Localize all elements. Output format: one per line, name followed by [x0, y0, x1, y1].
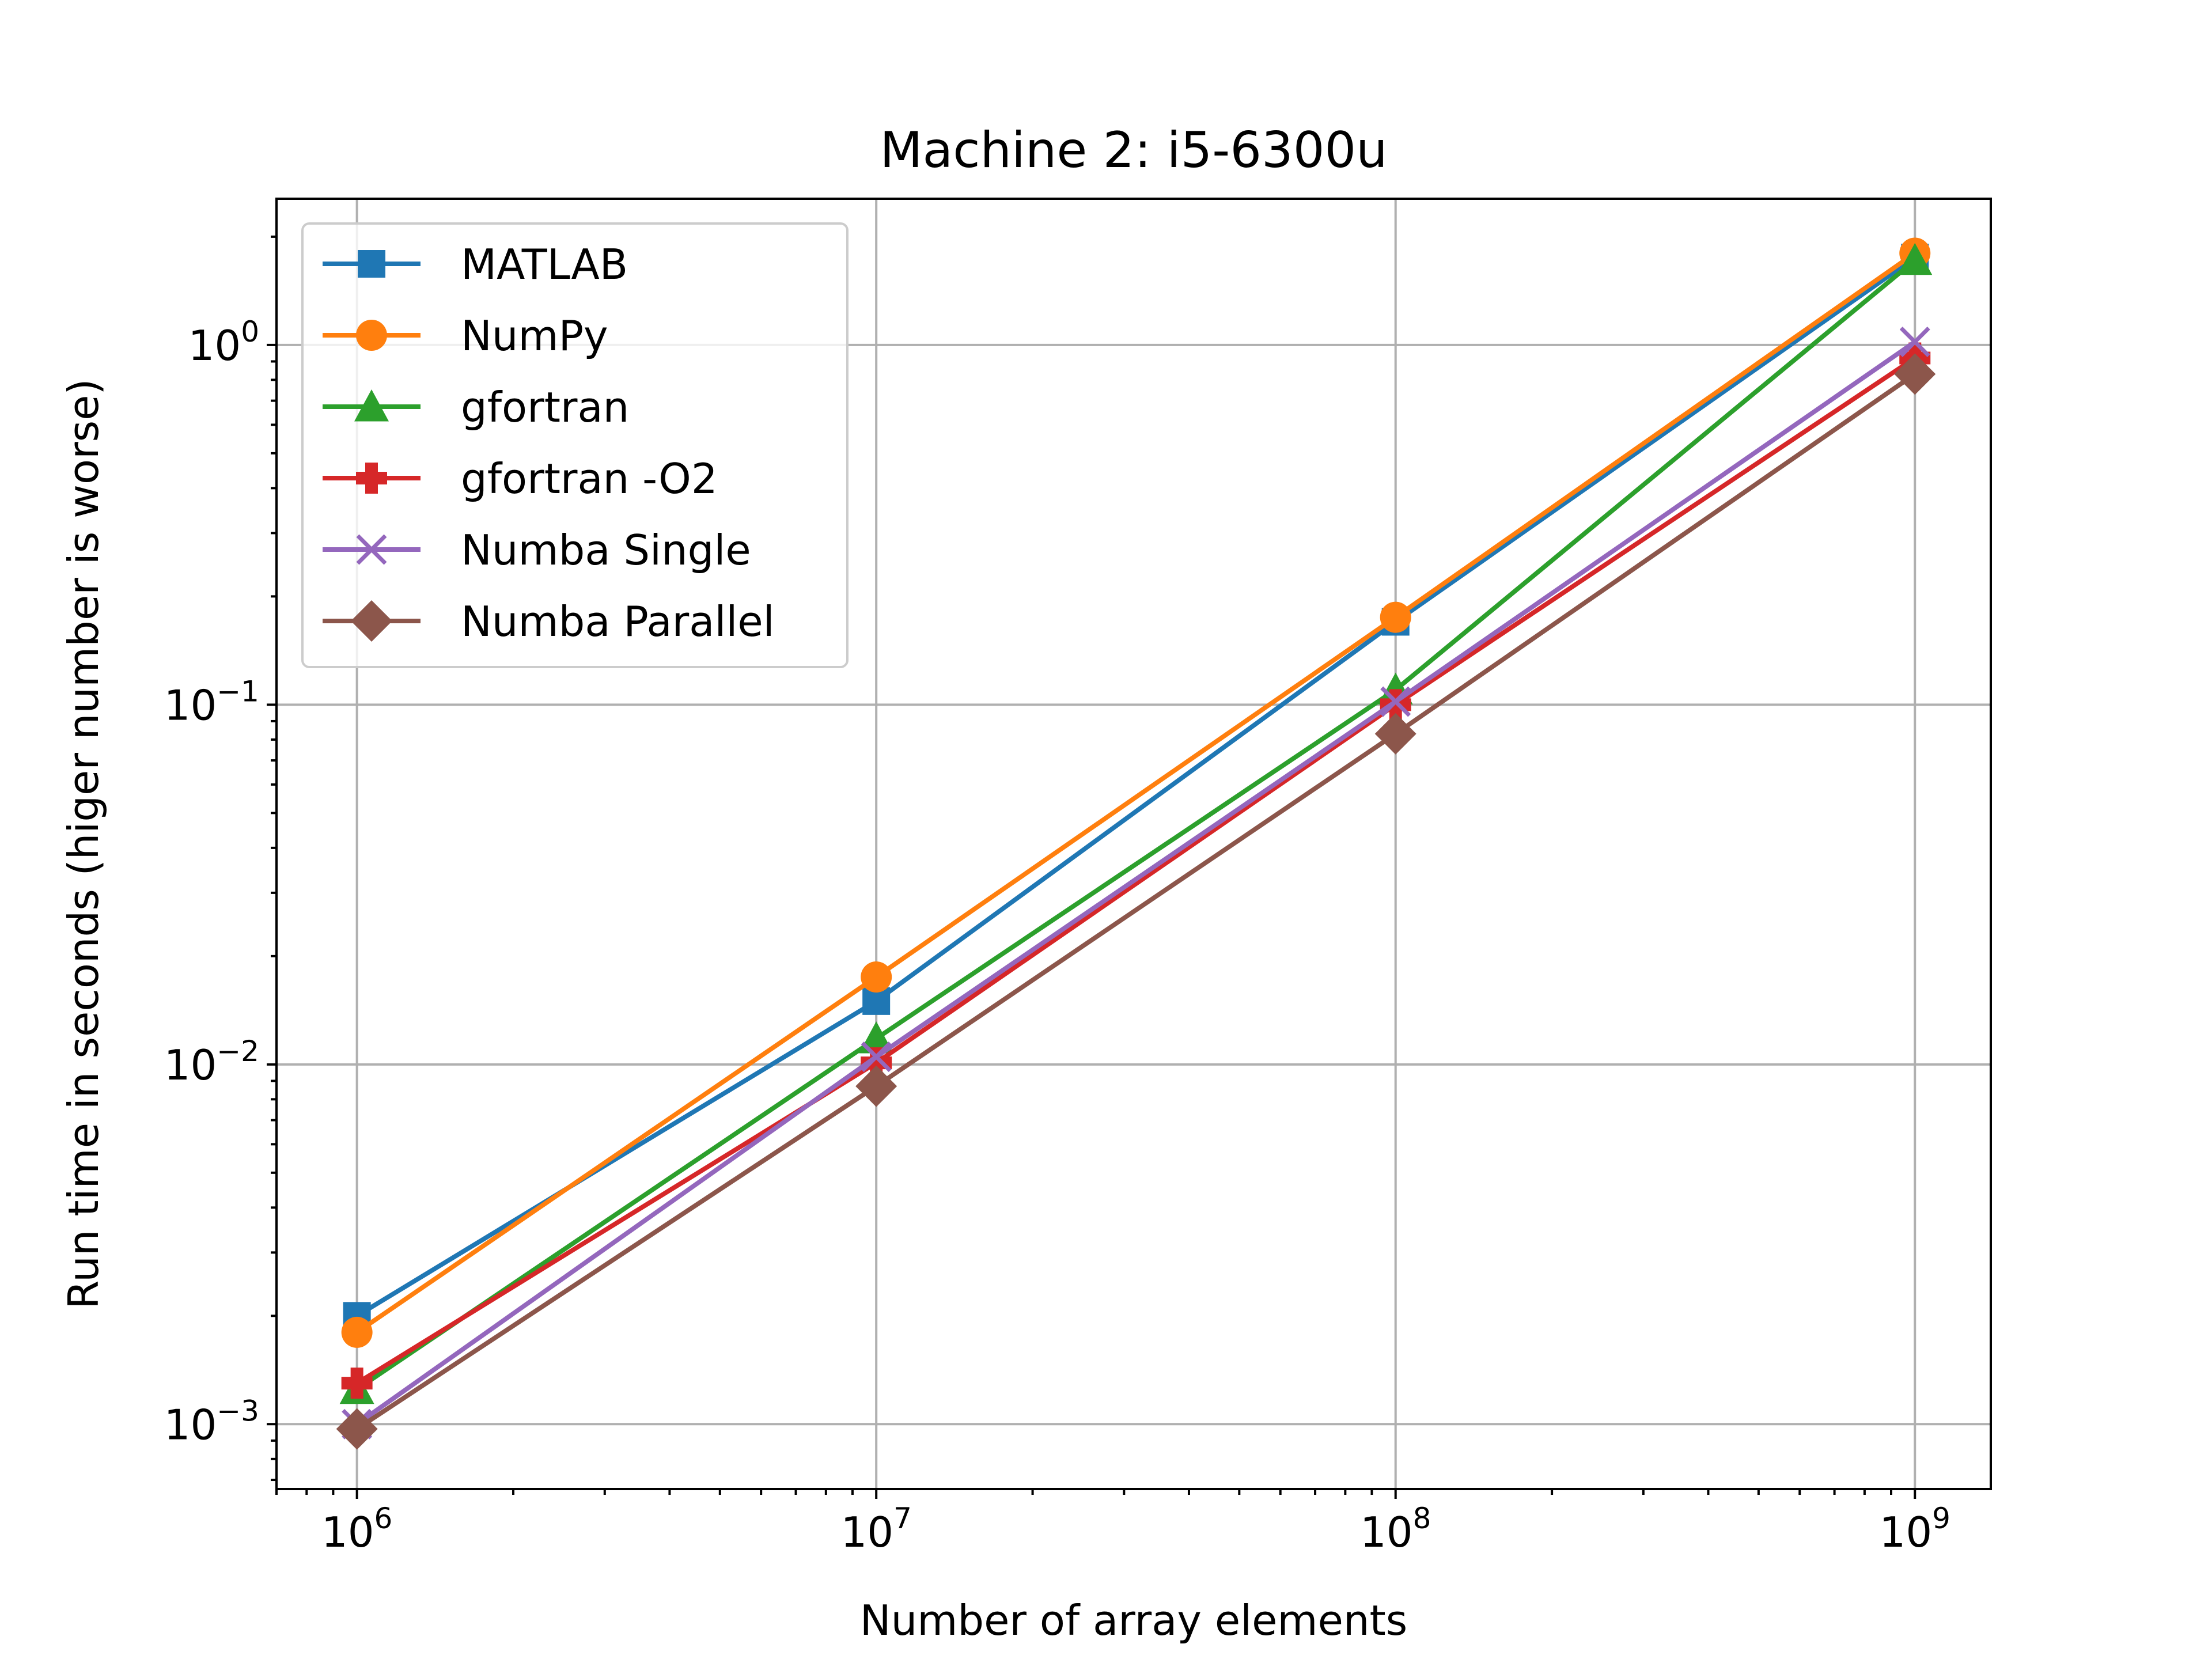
series-line: [355, 251, 1916, 1335]
data-point: [861, 961, 892, 993]
data-point: [859, 1021, 894, 1054]
data-point: [341, 1316, 373, 1348]
data-point: [861, 1047, 892, 1079]
plot-frame: [275, 198, 1992, 1490]
y-tick-label: 10−3: [164, 1394, 259, 1449]
legend-entry: Numba Single: [323, 526, 751, 574]
data-point: [1894, 353, 1936, 395]
y-axis-label: Run time in seconds (higer number is wor…: [59, 378, 108, 1309]
legend-box: [301, 222, 849, 668]
series-layer: [336, 237, 1936, 1450]
data-point: [336, 1408, 378, 1450]
x-tick-base: 10: [840, 1508, 893, 1556]
chart-title: Machine 2: i5-6300u: [880, 122, 1387, 179]
data-point: [1380, 689, 1411, 721]
data-point: [855, 1065, 897, 1107]
data-point: [1374, 713, 1416, 755]
legend-entry: MATLAB: [323, 240, 628, 289]
y-tick-base: 10: [164, 681, 217, 729]
legend-entry: Numba Parallel: [323, 597, 775, 646]
data-point: [1899, 327, 1930, 357]
data-point: [341, 1368, 373, 1399]
legend-label: gfortran: [461, 383, 629, 431]
y-tick-exponent: 0: [241, 315, 259, 349]
legend-marker: [358, 250, 385, 278]
y-tick-exponent: −2: [217, 1035, 259, 1068]
legend-label: Numba Single: [461, 526, 751, 574]
legend-entry: NumPy: [323, 312, 608, 360]
x-tick-base: 10: [1360, 1508, 1413, 1556]
series-5: [336, 353, 1936, 1450]
series-line: [355, 340, 1916, 1426]
series-line: [355, 258, 1916, 1392]
series-line: [355, 356, 1916, 1385]
legend-entry: gfortran -O2: [323, 454, 718, 503]
legend-label: Numba Parallel: [461, 597, 775, 646]
legend-label: MATLAB: [461, 240, 628, 289]
x-tick-exponent: 9: [1932, 1502, 1950, 1535]
data-point: [1897, 243, 1933, 275]
y-tick-base: 10: [164, 1400, 217, 1449]
legend: MATLAB NumPy gfortran gfortran -O2 Numba Sin…: [301, 222, 849, 668]
data-point: [861, 1041, 892, 1073]
x-tick-base: 10: [1880, 1508, 1933, 1556]
legend-marker: [351, 600, 392, 642]
legend-label: gfortran -O2: [461, 454, 718, 503]
x-tick-base: 10: [321, 1508, 374, 1556]
x-tick-exponent: 7: [893, 1502, 912, 1535]
legend-entry: gfortran: [323, 383, 629, 431]
legend-marker: [356, 320, 387, 351]
y-tick-exponent: −1: [217, 675, 259, 708]
y-tick-base: 10: [188, 321, 241, 370]
legend-marker: [354, 389, 389, 422]
x-tick-label: 108: [1360, 1502, 1431, 1556]
legend-label: NumPy: [461, 312, 608, 360]
y-tick-exponent: −3: [217, 1394, 259, 1427]
legend-marker: [356, 463, 387, 494]
y-tick-label: 10−2: [164, 1035, 259, 1089]
x-tick-exponent: 6: [374, 1502, 393, 1535]
y-tick-base: 10: [164, 1041, 217, 1089]
data-point: [1380, 686, 1411, 717]
series-line: [355, 255, 1916, 1318]
x-tick-exponent: 8: [1413, 1502, 1431, 1535]
x-tick-label: 106: [321, 1502, 392, 1556]
data-point: [1380, 601, 1411, 633]
y-tick-label: 10−1: [164, 675, 259, 729]
legend-marker: [356, 534, 387, 565]
x-tick-label: 109: [1880, 1502, 1950, 1556]
x-axis-label: Number of array elements: [860, 1596, 1407, 1645]
x-tick-label: 107: [840, 1502, 911, 1556]
series-line: [355, 372, 1916, 1431]
y-tick-label: 100: [188, 315, 259, 370]
